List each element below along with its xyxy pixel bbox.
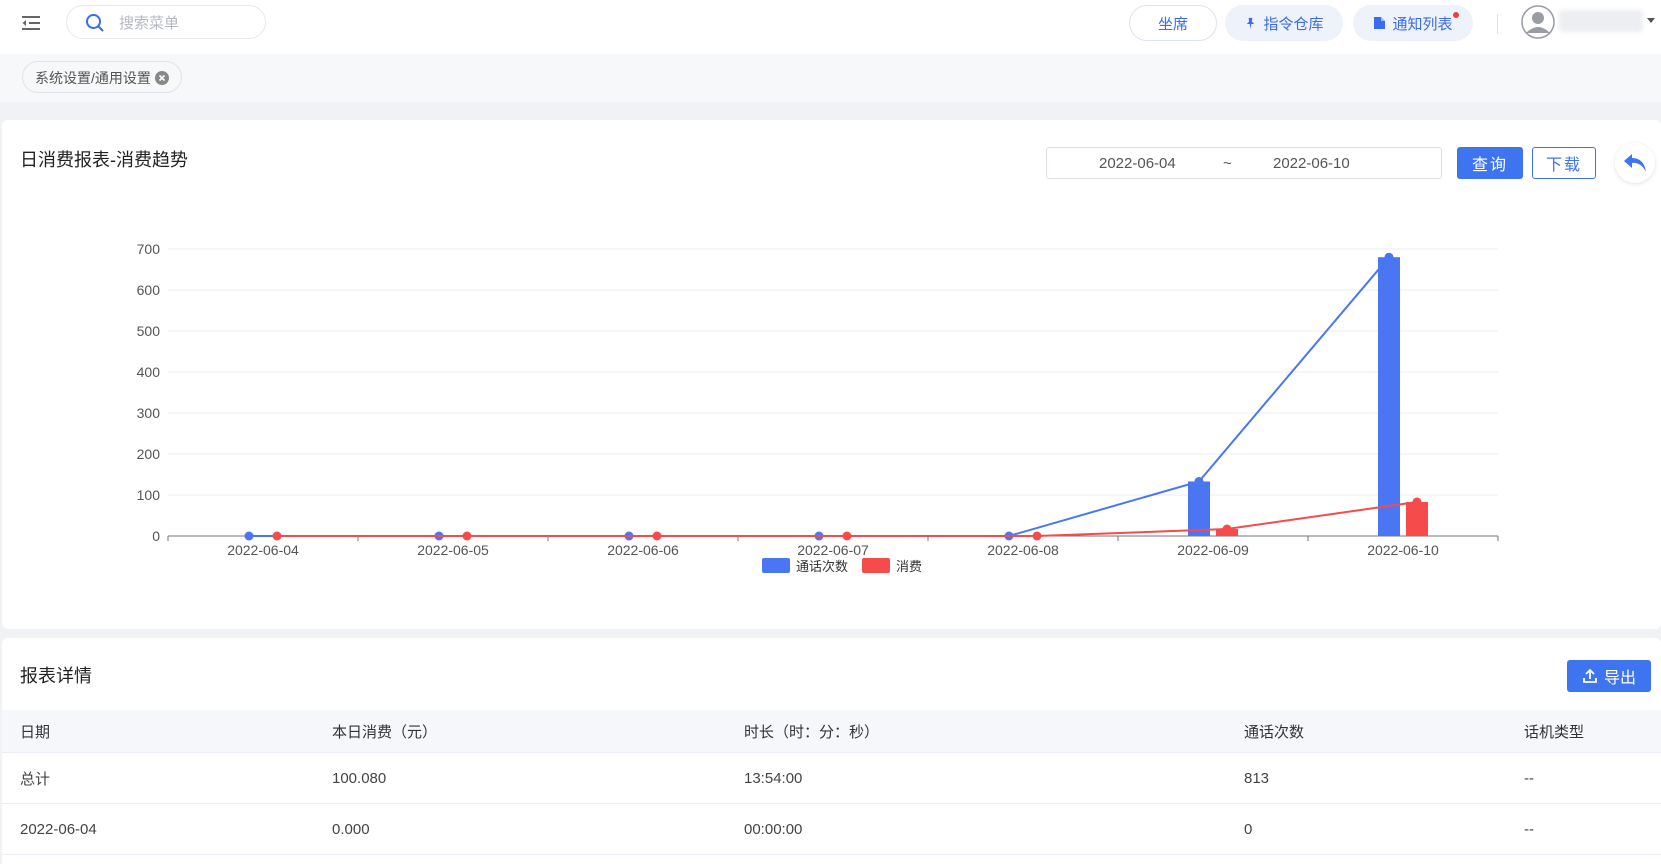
legend-label: 通话次数	[796, 559, 848, 574]
table-row: 2022-06-04 0.000 00:00:00 0 --	[2, 803, 1661, 855]
chart-card: 0 100 200 300 400 500 600 700 2022-06-04 2022-06-…	[2, 120, 1661, 629]
x-tick-label: 2022-06-07	[797, 542, 869, 558]
query-button[interactable]: 查询	[1457, 147, 1523, 179]
legend-swatch	[862, 558, 890, 573]
data-point	[1194, 476, 1204, 486]
x-tick-label: 2022-06-09	[1177, 542, 1249, 558]
cell-duration: 00:00:00	[744, 803, 1244, 855]
close-icon[interactable]	[154, 71, 169, 85]
user-icon	[1521, 5, 1555, 39]
table-card-title: 报表详情	[20, 666, 92, 686]
data-point	[1384, 252, 1394, 262]
back-arrow-icon	[1624, 154, 1646, 172]
menu-fold-icon[interactable]	[20, 12, 42, 34]
consumption-trend-chart: 0 100 200 300 400 500 600 700 2022-06-04 2022-06-…	[137, 241, 1499, 574]
header-divider	[1497, 14, 1498, 34]
cell-consumption: 100.080	[332, 752, 744, 804]
username-blurred[interactable]	[1559, 10, 1643, 32]
legend-swatch	[762, 558, 790, 573]
date-range-picker[interactable]: 2022-06-04 ~ 2022-06-10	[1046, 147, 1442, 179]
notification-list-label: 通知列表	[1392, 15, 1453, 33]
avatar[interactable]	[1521, 5, 1555, 39]
y-tick-label: 600	[137, 282, 161, 298]
chart-card-title: 日消费报表-消费趋势	[20, 150, 188, 170]
tags-bar: 系统设置/通用设置	[0, 54, 1661, 102]
cell-phone-type: --	[1524, 752, 1661, 804]
legend-label: 消费	[896, 559, 922, 574]
upload-icon	[1583, 668, 1597, 683]
cell-consumption: 0.000	[332, 803, 744, 855]
y-tick-label: 0	[152, 528, 160, 544]
command-library-label: 指令仓库	[1263, 15, 1324, 33]
cell-duration: 13:54:00	[744, 752, 1244, 804]
search-box	[66, 5, 266, 39]
column-header-date: 日期	[2, 710, 332, 753]
y-tick-label: 200	[137, 446, 161, 462]
column-header-consumption: 本日消费（元）	[332, 710, 744, 753]
report-detail-card: 报表详情 导出 日期 本日消费（元） 时长（时：分：秒） 通话次数 话机类型 总…	[2, 638, 1661, 864]
export-button[interactable]: 导出	[1567, 660, 1651, 692]
bar	[1188, 481, 1210, 536]
series-line	[277, 500, 1418, 537]
y-tick-label: 700	[137, 241, 161, 257]
download-button[interactable]: 下载	[1532, 147, 1596, 179]
data-point	[1412, 497, 1422, 507]
data-point	[1222, 524, 1232, 534]
table-header-row: 日期 本日消费（元） 时长（时：分：秒） 通话次数 话机类型	[2, 710, 1661, 753]
date-separator: ~	[1223, 155, 1232, 172]
document-icon	[1374, 17, 1386, 29]
column-header-call-count: 通话次数	[1244, 710, 1524, 753]
download-label: 下载	[1545, 157, 1582, 174]
cell-call-count: 0	[1244, 803, 1524, 855]
command-library-button[interactable]: 指令仓库	[1225, 5, 1343, 41]
search-input[interactable]	[117, 12, 261, 34]
column-header-duration: 时长（时：分：秒）	[744, 710, 1244, 753]
data-point	[272, 531, 282, 541]
y-tick-label: 400	[137, 364, 161, 380]
report-table: 日期 本日消费（元） 时长（时：分：秒） 通话次数 话机类型 总计 100.08…	[2, 710, 1661, 855]
x-tick-label: 2022-06-08	[987, 542, 1059, 558]
date-end[interactable]: 2022-06-10	[1273, 155, 1350, 172]
back-button[interactable]	[1615, 143, 1655, 183]
cell-phone-type: --	[1524, 803, 1661, 855]
export-label: 导出	[1603, 670, 1636, 687]
search-icon	[86, 14, 104, 32]
query-label: 查询	[1471, 157, 1508, 174]
tag-label: 系统设置/通用设置	[35, 70, 151, 86]
notification-list-button[interactable]: 通知列表	[1353, 5, 1473, 41]
column-header-phone-type: 话机类型	[1524, 710, 1661, 753]
tag-general-settings[interactable]: 系统设置/通用设置	[22, 61, 182, 93]
x-tick-label: 2022-06-04	[227, 542, 299, 558]
bar	[1406, 501, 1428, 536]
y-tick-label: 500	[137, 323, 161, 339]
x-tick-label: 2022-06-06	[607, 542, 679, 558]
bar	[1378, 257, 1400, 536]
data-point	[1032, 531, 1042, 541]
seat-label: 坐席	[1157, 15, 1188, 33]
cell-call-count: 813	[1244, 752, 1524, 804]
series-line	[249, 256, 1390, 537]
seat-button[interactable]: 坐席	[1129, 5, 1217, 41]
top-header: 坐席 指令仓库 通知列表	[0, 0, 1661, 54]
y-tick-label: 300	[137, 405, 161, 421]
unread-dot	[1453, 12, 1459, 18]
data-point	[462, 531, 472, 541]
pin-icon	[1247, 17, 1255, 29]
data-point	[244, 531, 254, 541]
data-point	[652, 531, 662, 541]
x-tick-label: 2022-06-10	[1367, 542, 1439, 558]
table-row-total: 总计 100.080 13:54:00 813 --	[2, 752, 1661, 804]
date-start[interactable]: 2022-06-04	[1099, 155, 1176, 172]
x-tick-label: 2022-06-05	[417, 542, 489, 558]
cell-date: 总计	[2, 752, 332, 804]
data-point	[842, 531, 852, 541]
y-tick-label: 100	[137, 487, 161, 503]
chevron-down-icon[interactable]	[1647, 18, 1655, 23]
cell-date: 2022-06-04	[2, 803, 332, 855]
